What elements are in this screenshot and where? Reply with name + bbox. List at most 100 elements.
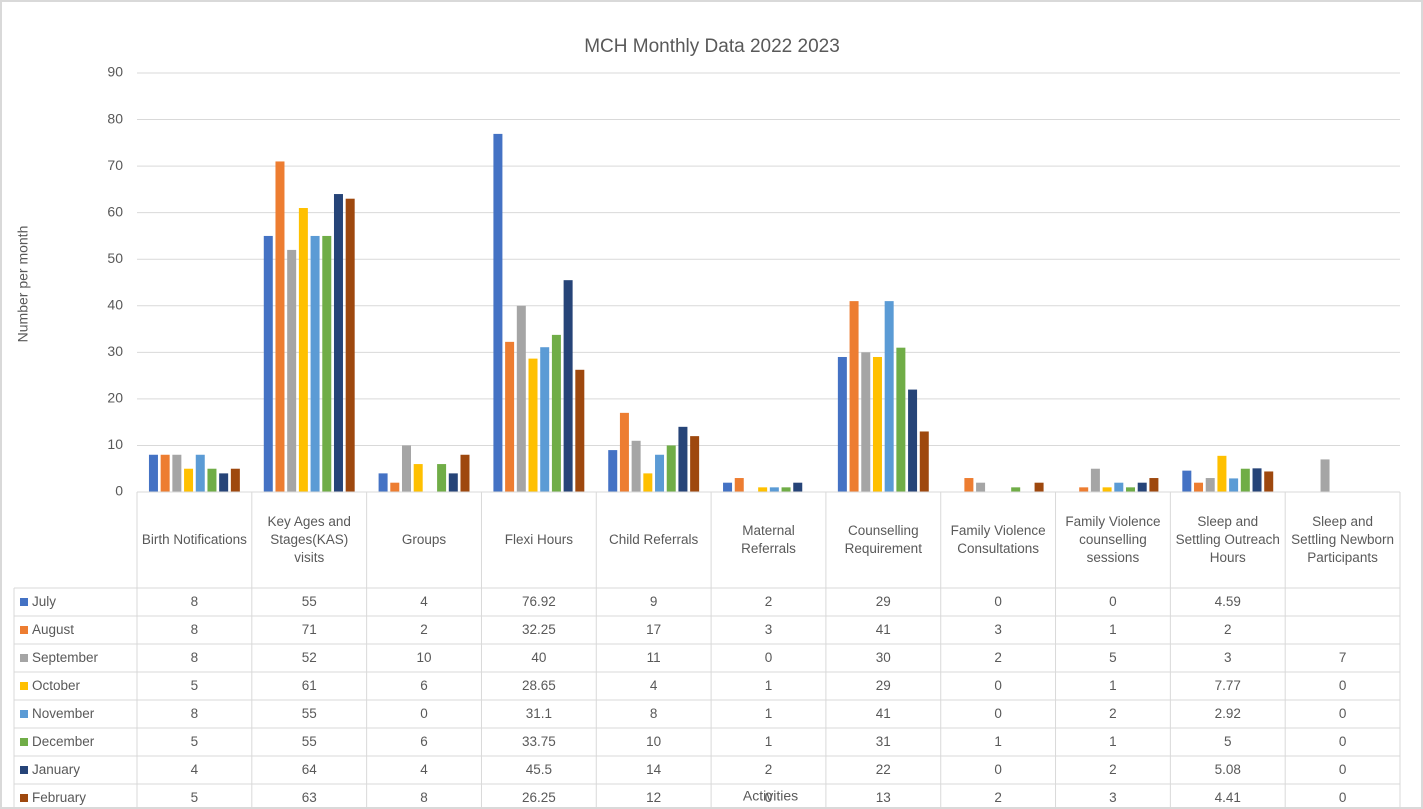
table-value: 14 <box>646 762 662 777</box>
bar <box>849 301 859 492</box>
table-value: 4.59 <box>1214 594 1241 609</box>
table-value: 8 <box>420 790 428 805</box>
bar <box>460 454 470 492</box>
table-value: 29 <box>875 678 891 693</box>
table-value: 0 <box>420 706 428 721</box>
bar <box>516 305 526 492</box>
table-value: 2.92 <box>1214 706 1241 721</box>
bar <box>437 464 447 492</box>
bar <box>655 454 665 492</box>
bar <box>631 440 641 492</box>
bar <box>769 487 779 492</box>
bar <box>263 235 273 492</box>
legend-entry: November <box>14 700 137 728</box>
table-value: 30 <box>875 650 891 665</box>
legend-label: December <box>32 734 95 749</box>
table-value: 1 <box>764 678 773 693</box>
legend-label: July <box>32 594 57 609</box>
bar <box>345 198 355 492</box>
bar <box>1252 468 1262 492</box>
y-tick-label: 40 <box>107 296 123 312</box>
table-value: 45.5 <box>525 762 552 777</box>
x-axis-label: Activities <box>743 788 798 804</box>
table-value: 8 <box>649 706 658 721</box>
table-value: 10 <box>416 650 432 665</box>
table-value: 7.77 <box>1214 678 1241 693</box>
legend-swatch <box>20 794 28 802</box>
table-value: 3 <box>1109 790 1117 805</box>
table-value: 26.25 <box>521 790 556 805</box>
table-value: 0 <box>1338 734 1347 749</box>
bar <box>861 352 871 492</box>
table-value: 64 <box>301 762 317 777</box>
category-label: Sleep and Settling Outreach Hours <box>1175 514 1280 565</box>
bar <box>678 426 688 492</box>
table-value: 17 <box>646 622 662 637</box>
legend-swatch <box>20 626 28 634</box>
table-value: 4 <box>190 762 199 777</box>
table-value: 3 <box>764 622 773 637</box>
bar <box>1011 487 1021 492</box>
legend-entry: December <box>14 728 137 756</box>
table-value: 0 <box>1338 678 1347 693</box>
bar <box>976 482 986 492</box>
table-value: 2 <box>994 650 1002 665</box>
table-value: 1 <box>994 734 1002 749</box>
category-label: Key Ages and Stages(KAS) visits <box>267 514 351 565</box>
bar <box>1102 487 1112 492</box>
category-label: Sleep and Settling Newborn Participants <box>1291 514 1394 565</box>
bar <box>1137 482 1147 492</box>
table-value: 33.75 <box>521 734 556 749</box>
bar <box>333 194 343 493</box>
table-value: 1 <box>1109 622 1117 637</box>
bar <box>298 208 308 492</box>
y-tick-label: 60 <box>107 203 123 219</box>
category-label: Maternal Referrals <box>741 523 796 556</box>
bar <box>551 334 561 492</box>
table-value: 52 <box>301 650 317 665</box>
table-value: 11 <box>646 650 661 665</box>
table-value: 6 <box>420 678 428 693</box>
table-value: 2 <box>1224 622 1232 637</box>
table-value: 61 <box>301 678 317 693</box>
table-value: 7 <box>1338 650 1347 665</box>
bar <box>378 473 388 492</box>
legend-label: January <box>32 762 81 777</box>
table-value: 1 <box>1109 734 1117 749</box>
bar <box>690 436 700 492</box>
bar <box>758 487 768 492</box>
table-value: 2 <box>1109 762 1117 777</box>
bar <box>1079 487 1089 492</box>
table-value: 28.65 <box>521 678 556 693</box>
bar <box>1126 487 1136 492</box>
bar <box>1090 468 1100 492</box>
y-tick-label: 0 <box>115 483 123 499</box>
bar <box>666 445 676 492</box>
bar <box>401 445 411 492</box>
table-value: 41 <box>875 622 891 637</box>
table-value: 31 <box>875 734 891 749</box>
bar <box>908 389 918 492</box>
table-value: 0 <box>1109 594 1117 609</box>
table-value: 5 <box>190 734 199 749</box>
table-value: 0 <box>1338 790 1347 805</box>
table-value: 0 <box>1338 762 1347 777</box>
table-value: 22 <box>875 762 891 777</box>
bar <box>608 450 618 492</box>
table-value: 76.92 <box>521 594 556 609</box>
category-label: Family Violence counselling sessions <box>1065 514 1161 565</box>
bar <box>448 473 458 492</box>
bar <box>837 356 847 492</box>
bar <box>723 482 733 492</box>
legend-entry: January <box>14 756 137 784</box>
y-tick-label: 20 <box>107 390 123 406</box>
table-value: 0 <box>994 706 1002 721</box>
bar <box>919 431 929 492</box>
bar <box>172 454 182 492</box>
legend-swatch <box>20 682 28 690</box>
bar <box>195 454 205 492</box>
table-value: 55 <box>301 594 317 609</box>
legend-entry: July <box>14 588 137 616</box>
table-value: 8 <box>190 594 199 609</box>
table-value: 1 <box>1109 678 1117 693</box>
